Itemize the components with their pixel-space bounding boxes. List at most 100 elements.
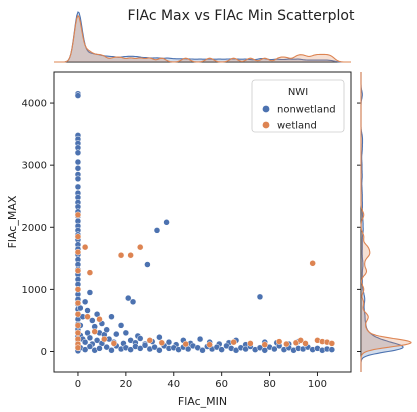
x-axis-label: FlAc_MIN <box>178 395 227 408</box>
legend-marker-nonwetland <box>262 105 270 113</box>
right-kde-fill-wetland <box>361 72 411 372</box>
top-marginal-kde <box>54 11 351 63</box>
right-kde-fill-nonwetland <box>361 72 404 372</box>
scatter-point-nonwetland <box>74 165 82 172</box>
scatter-point-nonwetland <box>125 294 132 302</box>
legend-box <box>251 79 345 133</box>
scatter-point-nonwetland <box>86 343 94 350</box>
scatter-point-nonwetland <box>108 313 115 320</box>
y-axis-label: FlAc_MAX <box>6 195 19 248</box>
scatter-point-nonwetland <box>136 335 144 342</box>
scatter-point-wetland <box>136 243 144 251</box>
scatter-point-wetland <box>328 340 336 347</box>
scatter-point-nonwetland <box>328 346 336 353</box>
scatter-point-nonwetland <box>74 175 82 183</box>
scatter-point-nonwetland <box>108 347 115 354</box>
x-tick-label: 80 <box>263 379 276 390</box>
scatter-point-wetland <box>74 322 82 329</box>
scatter-point-nonwetland <box>74 149 82 156</box>
scatter-point-nonwetland <box>199 347 206 354</box>
scatter-point-nonwetland <box>103 343 110 351</box>
scatter-point-wetland <box>146 337 154 344</box>
scatter-point-nonwetland <box>81 338 89 346</box>
scatter-point-wetland <box>158 339 166 347</box>
x-tick-label: 60 <box>215 379 228 390</box>
scatter-point-nonwetland <box>141 342 149 349</box>
scatter-point-nonwetland <box>84 307 91 314</box>
top-kde-fill-wetland <box>54 15 351 62</box>
top-kde-line-wetland <box>54 14 351 63</box>
scatter-point-nonwetland <box>156 347 163 354</box>
scatter-point-nonwetland <box>218 346 225 353</box>
scatter-point-nonwetland <box>74 183 82 191</box>
scatter-point-wetland <box>74 233 82 240</box>
scatter-point-nonwetland <box>81 346 89 353</box>
scatter-point-wetland <box>110 340 118 347</box>
y-tick-label: 0 <box>41 347 47 358</box>
scatter-point-wetland <box>101 335 108 343</box>
scatter-point-nonwetland <box>113 330 120 338</box>
scatter-point-nonwetland <box>122 329 130 337</box>
scatter-point-nonwetland <box>163 219 170 226</box>
scatter-point-wetland <box>261 341 269 348</box>
x-tick-label: 20 <box>119 379 132 390</box>
scatter-point-nonwetland <box>86 289 94 296</box>
scatter-point-nonwetland <box>153 227 161 234</box>
scatter-point-wetland <box>81 243 89 251</box>
scatter-point-wetland <box>247 340 254 347</box>
chart-title: FlAc Max vs FlAc Min Scatterplot <box>128 8 355 24</box>
x-tick-label: 40 <box>167 379 180 390</box>
scatter-point-nonwetland <box>156 333 163 341</box>
top-kde-fill-nonwetland <box>54 12 351 62</box>
legend-label-wetland: wetland <box>277 121 317 132</box>
scatter-point-wetland <box>283 340 290 348</box>
scatter-point-nonwetland <box>89 317 96 324</box>
scatter-point-nonwetland <box>93 337 101 344</box>
scatter-point-wetland <box>74 211 82 219</box>
scatter-point-wetland <box>74 329 82 337</box>
scatter-point-nonwetland <box>81 298 89 306</box>
scatter-point-wetland <box>91 328 98 335</box>
legend: NWI nonwetland wetland <box>251 79 345 133</box>
scatter-point-nonwetland <box>271 345 278 353</box>
scatter-point-nonwetland <box>136 345 144 352</box>
scatter-point-nonwetland <box>103 326 110 334</box>
scatter-point-wetland <box>74 310 82 318</box>
scatter-point-wetland <box>74 286 82 293</box>
scatter-point-wetland <box>302 340 309 347</box>
scatter-point-nonwetland <box>86 334 94 342</box>
scatter-point-wetland <box>74 344 82 352</box>
scatter-point-nonwetland <box>144 261 151 268</box>
scatter-point-nonwetland <box>127 346 134 353</box>
right-kde-line-wetland <box>360 72 412 372</box>
scatter-point-nonwetland <box>196 335 204 343</box>
scatter-point-wetland <box>84 313 91 320</box>
scatter-point-nonwetland <box>74 92 82 99</box>
y-tick-label: 4000 <box>22 99 47 110</box>
scatter-point-nonwetland <box>151 343 158 351</box>
scatter-point-nonwetland <box>96 345 103 352</box>
y-tick-label: 1000 <box>22 285 47 296</box>
scatter-point-wetland <box>96 315 103 323</box>
right-kde-line-nonwetland <box>360 72 404 372</box>
scatter-point-wetland <box>230 338 237 346</box>
scatter-point-wetland <box>297 337 304 344</box>
scatter-point-wetland <box>206 341 213 348</box>
x-axis-ticks: 0 20 40 60 80 100 <box>75 372 327 390</box>
scatter-points <box>74 90 336 355</box>
scatter-point-nonwetland <box>74 158 82 166</box>
scatter-point-nonwetland <box>129 298 137 306</box>
scatter-point-wetland <box>74 248 82 256</box>
right-marginal-kde <box>357 72 412 372</box>
legend-title: NWI <box>288 87 308 98</box>
joint-axes-frame <box>53 71 352 373</box>
y-tick-label: 3000 <box>22 161 47 172</box>
scatter-point-wetland <box>275 338 283 345</box>
scatter-point-wetland <box>309 260 316 267</box>
scatter-point-wetland <box>74 267 82 275</box>
legend-label-nonwetland: nonwetland <box>277 105 336 116</box>
y-axis-ticks: 0 1000 2000 3000 4000 <box>22 99 54 358</box>
scatter-point-wetland <box>127 251 134 259</box>
x-tick-label: 0 <box>75 379 81 390</box>
